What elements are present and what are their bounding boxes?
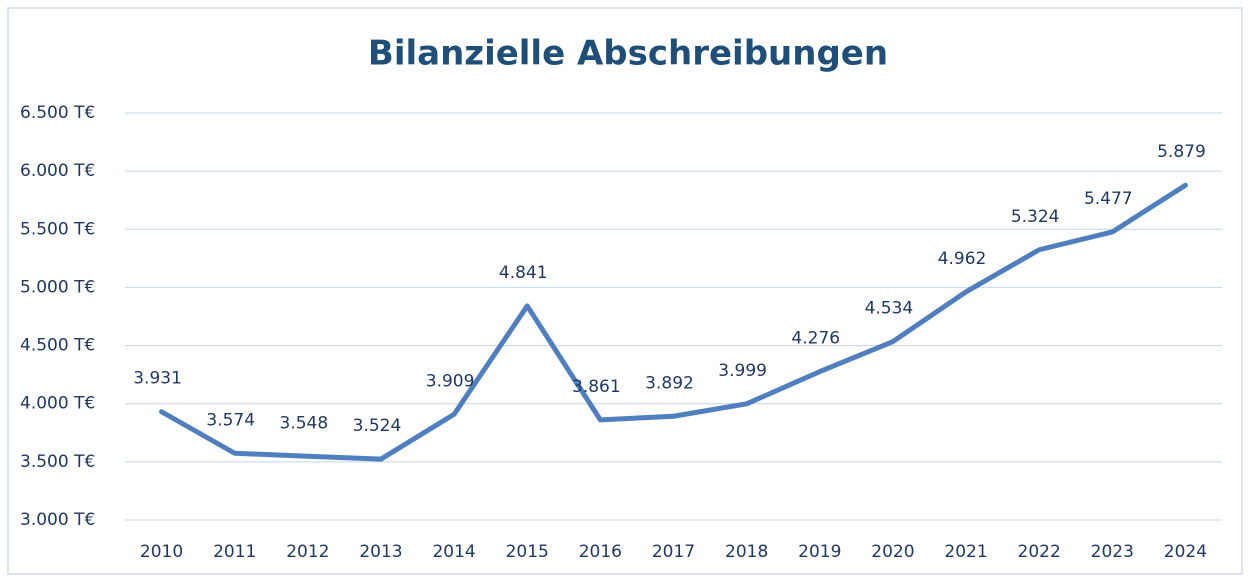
data-label: 3.909 [426, 371, 475, 391]
x-tick-label: 2021 [944, 542, 987, 562]
data-label: 3.574 [206, 410, 255, 430]
data-label: 3.524 [353, 416, 402, 436]
y-tick-label: 5.500 T€ [20, 219, 95, 239]
x-tick-label: 2014 [432, 542, 475, 562]
data-label: 3.931 [133, 369, 182, 389]
data-label: 4.276 [791, 329, 840, 349]
x-tick-label: 2024 [1164, 542, 1207, 562]
x-tick-label: 2023 [1091, 542, 1134, 562]
x-tick-label: 2019 [798, 542, 841, 562]
chart-title: Bilanzielle Abschreibungen [368, 34, 888, 74]
x-tick-label: 2015 [506, 542, 549, 562]
x-tick-label: 2022 [1018, 542, 1061, 562]
y-tick-label: 5.000 T€ [20, 277, 95, 297]
y-tick-label: 6.500 T€ [20, 103, 95, 123]
x-tick-label: 2017 [652, 542, 695, 562]
x-tick-label: 2010 [140, 542, 183, 562]
data-label: 5.324 [1011, 207, 1060, 227]
x-tick-label: 2012 [286, 542, 329, 562]
data-label: 4.841 [499, 263, 548, 283]
data-label: 3.548 [279, 413, 328, 433]
chart-border [7, 7, 1243, 575]
y-tick-label: 3.500 T€ [20, 452, 95, 472]
data-label: 5.879 [1157, 142, 1206, 162]
data-label: 4.962 [938, 249, 987, 269]
data-label: 3.999 [718, 361, 767, 381]
y-tick-label: 6.000 T€ [20, 161, 95, 181]
line-series [159, 182, 1188, 462]
data-label: 4.534 [865, 299, 914, 319]
y-tick-label: 4.500 T€ [20, 336, 95, 356]
x-tick-label: 2013 [359, 542, 402, 562]
data-label: 5.477 [1084, 189, 1133, 209]
y-tick-label: 3.000 T€ [20, 510, 95, 530]
data-label: 3.861 [572, 377, 621, 397]
x-tick-label: 2020 [871, 542, 914, 562]
x-tick-label: 2018 [725, 542, 768, 562]
y-tick-label: 4.000 T€ [20, 394, 95, 414]
x-tick-label: 2016 [579, 542, 622, 562]
data-label: 3.892 [645, 373, 694, 393]
x-tick-label: 2011 [213, 542, 256, 562]
